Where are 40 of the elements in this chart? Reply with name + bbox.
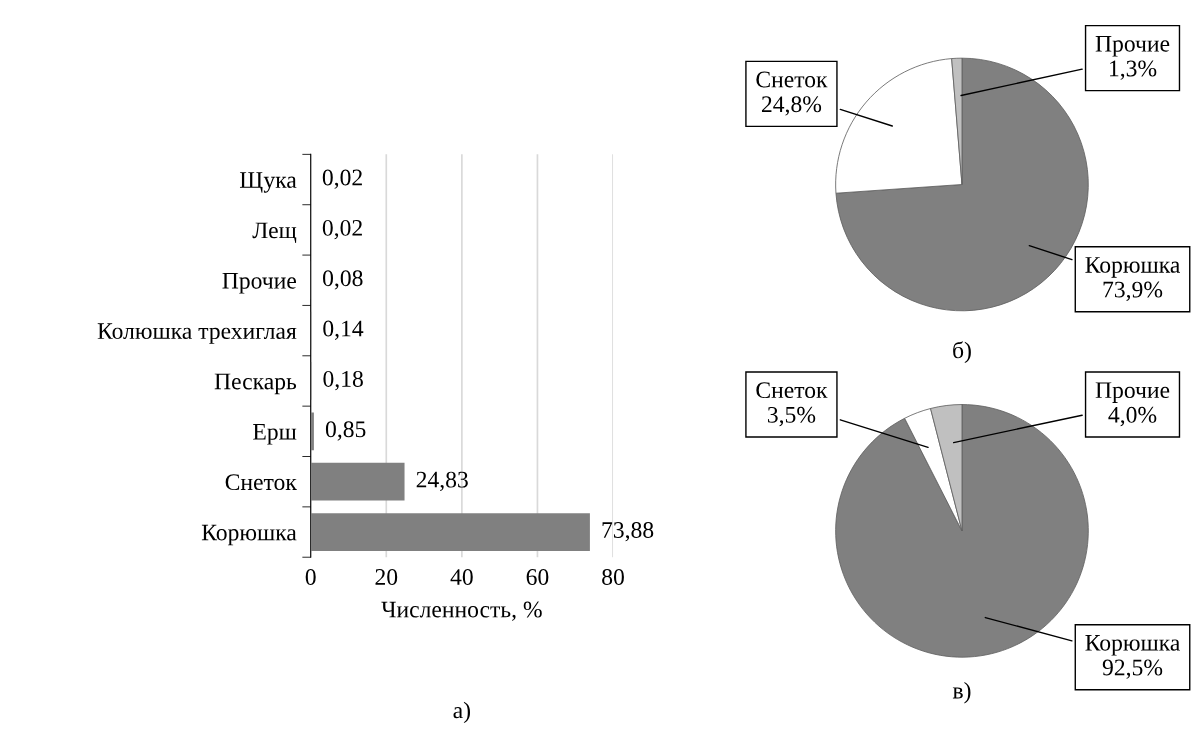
y-tick-label: Прочие — [222, 272, 296, 294]
slice-label: Снеток — [756, 71, 828, 88]
slice-label: Корюшка — [1085, 257, 1180, 278]
text: б) — [953, 341, 971, 364]
slice-label: Корюшка — [1085, 635, 1180, 656]
x-tick-label: 80 — [602, 569, 624, 585]
bar — [310, 412, 314, 451]
data-label: 0,14 — [323, 320, 364, 340]
y-tick-label: Снеток — [225, 474, 297, 491]
slice-label: Прочие — [1095, 36, 1170, 57]
y-tick-label: Корюшка — [201, 524, 297, 546]
y-tick-label: Ерш — [253, 424, 297, 445]
y-tick-label: Лещ — [252, 222, 297, 243]
bar — [310, 513, 590, 551]
x-tick-label: 40 — [450, 569, 473, 585]
slice-label: Снеток — [756, 382, 828, 399]
data-label: 4,0% — [1108, 406, 1157, 427]
data-label: 73,88 — [602, 522, 654, 542]
data-label: 24,83 — [416, 471, 468, 491]
x-axis-title: Численность, % — [381, 601, 542, 621]
data-label: 0,02 — [322, 169, 362, 189]
data-label: 0,85 — [325, 421, 366, 441]
text: в) — [952, 682, 971, 704]
text: а) — [453, 701, 470, 724]
data-label: 3,5% — [767, 406, 816, 427]
data-label: 73,9% — [1103, 281, 1163, 301]
slice-label: Прочие — [1095, 382, 1170, 403]
data-label: 92,5% — [1102, 659, 1163, 679]
y-tick-label: Щука — [239, 172, 297, 193]
data-label: 0,08 — [323, 270, 363, 290]
data-label: 24,8% — [761, 96, 822, 116]
x-tick-label: 60 — [526, 569, 549, 585]
y-tick-label: Колюшка трехиглая — [97, 323, 297, 344]
x-tick-label: 0 — [305, 569, 316, 585]
x-tick-label: 20 — [375, 569, 398, 585]
y-tick-label: Пескарь — [214, 373, 297, 395]
data-label: 0,02 — [322, 219, 362, 240]
data-label: 0,18 — [323, 370, 363, 391]
bar — [310, 462, 405, 501]
data-label: 1,3% — [1110, 60, 1157, 80]
